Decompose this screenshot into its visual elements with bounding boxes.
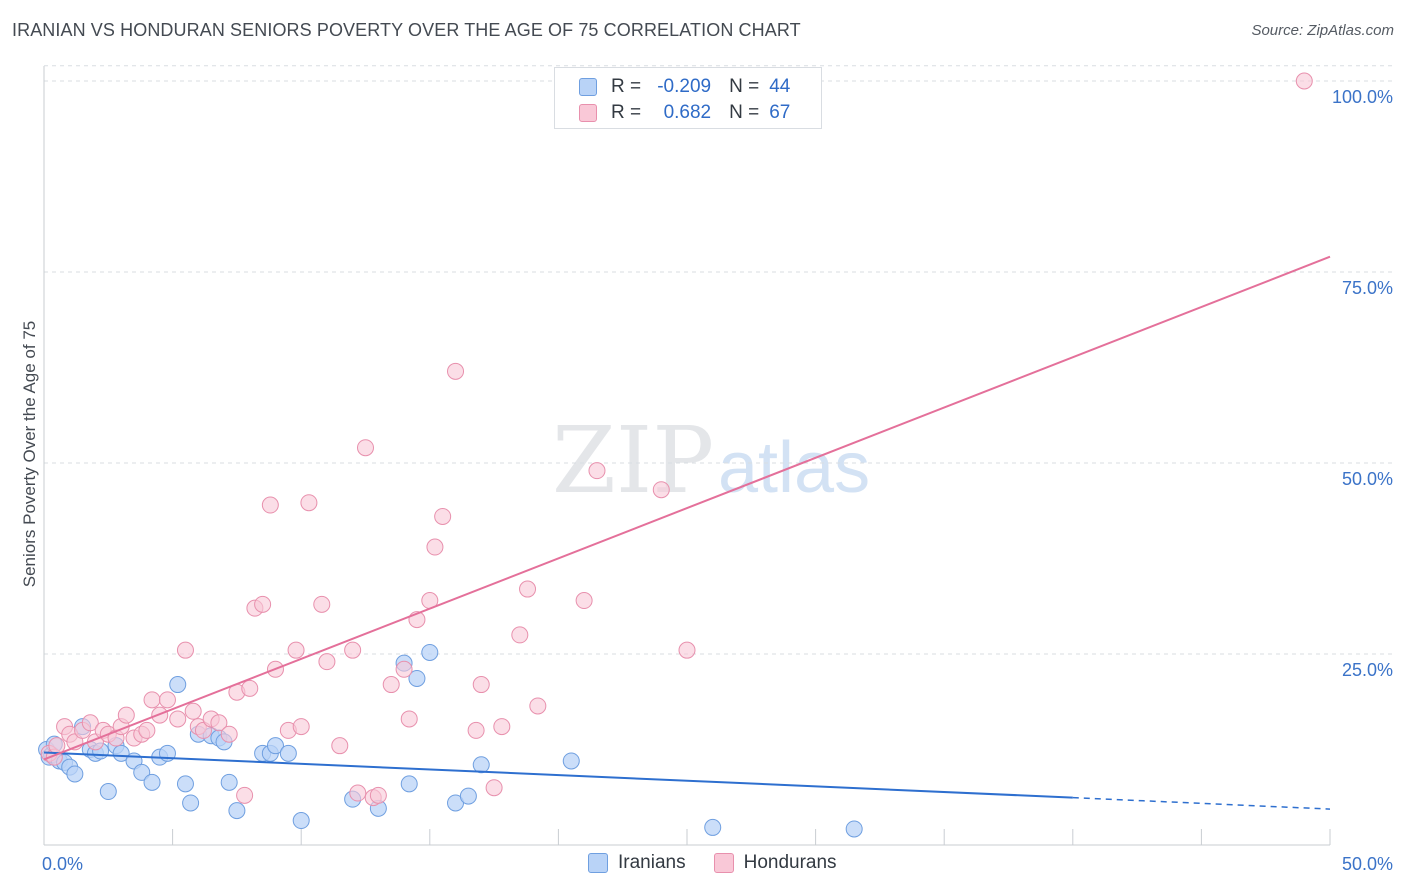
iranian-point (182, 794, 200, 812)
iranian-point (66, 765, 84, 783)
honduran-point (318, 653, 336, 671)
iranian-point (845, 820, 863, 838)
y-tick-label: 75.0% (1342, 278, 1393, 298)
legend-r-value: 0.682 (663, 102, 712, 123)
honduran-point (117, 706, 135, 724)
honduran-point (210, 714, 228, 732)
legend-swatch-hondurans (579, 104, 597, 122)
honduran-point (261, 496, 279, 514)
iranian-point (704, 818, 722, 836)
series-label-iranians: Iranians (618, 852, 686, 873)
x-tick-label-right: 50.0% (1342, 854, 1393, 874)
honduran-point (254, 595, 272, 613)
honduran-point (447, 362, 465, 380)
y-tick-label: 100.0% (1332, 87, 1393, 107)
honduran-point (434, 507, 452, 525)
legend-n-value: 67 (769, 102, 791, 123)
legend-n-value: 44 (769, 76, 791, 97)
y-tick-label: 25.0% (1342, 660, 1393, 680)
watermark-zip: ZIP (552, 407, 714, 514)
chart-title: IRANIAN VS HONDURAN SENIORS POVERTY OVER… (12, 20, 801, 40)
iranian-trendline (43, 751, 1073, 799)
honduran-point (292, 718, 310, 736)
honduran-point (287, 641, 305, 659)
legend-n-label: N = (729, 76, 760, 97)
iranian-trendline-extension (1072, 796, 1331, 810)
honduran-point (652, 481, 670, 499)
iranian-point (99, 783, 117, 801)
honduran-point (313, 595, 331, 613)
iranian-point (400, 775, 418, 793)
legend-row-iranians: R = -0.209 N = 44 (579, 75, 799, 99)
honduran-trendline (43, 255, 1331, 761)
iranian-point (143, 773, 161, 791)
honduran-point (493, 718, 511, 736)
honduran-point (511, 626, 529, 644)
series-legend: Iranians Hondurans (588, 852, 865, 874)
honduran-point (357, 439, 374, 457)
honduran-point (472, 676, 490, 694)
x-tick-label-left: 0.0% (42, 854, 83, 874)
honduran-point (184, 702, 202, 720)
iranian-point (176, 775, 194, 793)
legend-n-label: N = (729, 102, 760, 123)
honduran-point (575, 592, 593, 610)
iranian-point (266, 737, 284, 755)
honduran-point (143, 691, 161, 709)
series-label-hondurans: Hondurans (743, 852, 837, 873)
legend-r-label: R = (611, 102, 642, 123)
honduran-point (138, 721, 156, 739)
honduran-point (220, 725, 238, 743)
iranian-point (228, 802, 246, 820)
honduran-point (81, 714, 99, 732)
honduran-point (236, 786, 254, 804)
series-legend-item-iranians: Iranians (588, 852, 686, 874)
watermark-atlas: atlas (718, 428, 870, 508)
honduran-point (395, 660, 413, 678)
source-credit: Source: ZipAtlas.com (1251, 22, 1394, 39)
honduran-point (300, 494, 318, 512)
honduran-point (467, 721, 485, 739)
honduran-point (485, 779, 503, 797)
honduran-point (426, 538, 444, 556)
correlation-legend: R = -0.209 N = 44 R = 0.682 N = 67 (554, 67, 822, 129)
legend-r-label: R = (611, 76, 642, 97)
iranian-point (279, 744, 297, 762)
honduran-point (331, 737, 349, 755)
honduran-point (382, 676, 400, 694)
iranian-point (133, 763, 151, 781)
series-swatch-iranians (588, 853, 608, 873)
honduran-point (678, 641, 696, 659)
honduran-point (158, 691, 176, 709)
iranian-point (292, 812, 310, 830)
honduran-point (349, 784, 367, 802)
honduran-point (588, 462, 606, 480)
legend-r-value: -0.209 (657, 76, 712, 97)
series-swatch-hondurans (713, 853, 734, 873)
honduran-point (369, 786, 387, 804)
iranian-point (459, 787, 477, 805)
honduran-point (241, 679, 259, 697)
iranian-point (169, 676, 187, 694)
iranian-point (220, 773, 238, 791)
honduran-point (169, 710, 187, 728)
iranian-point (472, 756, 490, 774)
series-legend-item-hondurans: Hondurans (713, 852, 837, 874)
honduran-point (529, 697, 547, 715)
y-axis-label: Seniors Poverty Over the Age of 75 (20, 320, 39, 588)
honduran-point (344, 641, 362, 659)
legend-row-hondurans: R = 0.682 N = 67 (579, 101, 799, 125)
legend-swatch-iranians (579, 78, 597, 96)
iranian-point (112, 744, 130, 762)
honduran-point (1295, 72, 1313, 90)
honduran-point (400, 710, 418, 728)
iranian-point (408, 669, 426, 687)
iranian-point (421, 643, 439, 661)
y-tick-label: 50.0% (1342, 469, 1393, 489)
iranian-point (562, 752, 580, 770)
honduran-point (519, 580, 537, 598)
honduran-point (176, 641, 194, 659)
